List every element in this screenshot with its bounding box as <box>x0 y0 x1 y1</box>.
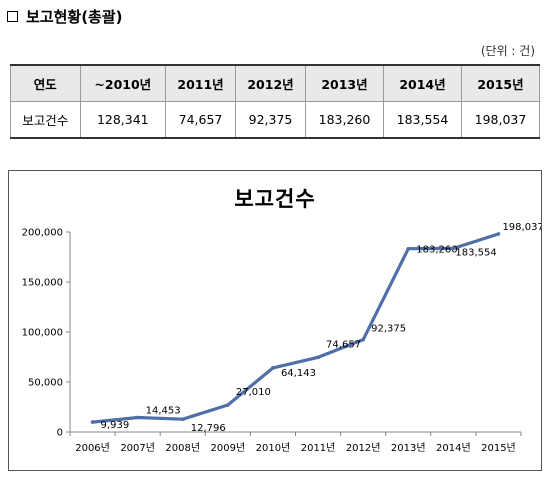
unit-note: (단위 : 건) <box>480 44 535 58</box>
header-year: 2015년 <box>460 64 541 102</box>
y-tick-label: 150,000 <box>22 278 63 289</box>
y-tick-label: 0 <box>57 428 63 439</box>
line-chart: 0 50,000 100,000 150,000 200,000 2006년 2007년 20… <box>22 222 541 454</box>
y-tick-label: 50,000 <box>28 378 63 389</box>
x-tick-label: 2009년 <box>211 442 246 454</box>
data-point <box>180 417 185 422</box>
series-line <box>90 232 500 424</box>
data-point <box>361 337 365 342</box>
data-point <box>406 246 411 251</box>
x-tick-label: 2007년 <box>120 442 155 454</box>
y-tick-label: 100,000 <box>22 328 63 339</box>
count-cell: 92,375 <box>235 101 306 139</box>
count-cell: 183,554 <box>382 101 462 139</box>
header-year: 2011년 <box>165 64 237 102</box>
x-tick-label: 2008년 <box>165 442 200 454</box>
count-cell: 128,341 <box>79 101 167 139</box>
data-point <box>226 403 230 407</box>
count-cell: 198,037 <box>460 101 541 139</box>
header-year-label: 연도 <box>10 64 81 102</box>
x-tick-label: 2010년 <box>256 442 291 454</box>
data-label: 183,260 <box>416 245 457 256</box>
count-cell: 74,657 <box>165 101 237 139</box>
table-header-row: 연도 ~2010년 2011년 2012년 2013년 2014년 2015년 <box>10 64 541 102</box>
data-point <box>316 355 320 360</box>
x-tick-label: 2006년 <box>75 442 110 454</box>
row-label: 보고건수 <box>10 101 81 139</box>
data-point <box>451 246 456 251</box>
data-point <box>271 366 275 370</box>
data-label: 14,453 <box>146 406 181 417</box>
table-row: 보고건수 128,341 74,657 92,375 183,260 183,5… <box>10 101 541 139</box>
data-label: 27,010 <box>236 387 271 398</box>
x-tick-label: 2015년 <box>481 442 516 454</box>
x-tick-label: 2013년 <box>391 442 426 454</box>
count-cell: 183,260 <box>305 101 384 139</box>
data-label: 198,037 <box>502 222 541 233</box>
data-point <box>135 415 140 420</box>
data-label: 92,375 <box>371 324 406 335</box>
section-title: 보고현황(총괄) <box>26 7 123 26</box>
section-heading: 보고현황(총괄) <box>4 4 123 28</box>
x-tick-label: 2014년 <box>436 442 471 454</box>
y-tick-label: 200,000 <box>22 228 63 239</box>
x-tick-label: 2012년 <box>346 442 381 454</box>
data-label: 9,939 <box>101 420 130 431</box>
empty-square-icon <box>7 10 18 22</box>
x-tick-label: 2011년 <box>301 442 336 454</box>
data-label: 183,554 <box>455 247 496 258</box>
header-year: 2014년 <box>382 64 462 102</box>
header-year: 2013년 <box>305 64 384 102</box>
data-point <box>90 420 95 424</box>
data-point <box>496 232 501 236</box>
report-summary-table: 연도 ~2010년 2011년 2012년 2013년 2014년 2015년 … <box>10 64 541 139</box>
data-label: 64,143 <box>281 368 316 379</box>
data-label: 12,796 <box>191 423 226 434</box>
header-year: 2012년 <box>235 64 306 102</box>
chart-title: 보고건수 <box>234 187 316 211</box>
data-label: 74,657 <box>326 339 361 350</box>
header-year: ~2010년 <box>79 64 167 102</box>
chart-container: 보고건수 0 50,000 100,000 150,000 200,000 2006년 20… <box>8 170 542 471</box>
